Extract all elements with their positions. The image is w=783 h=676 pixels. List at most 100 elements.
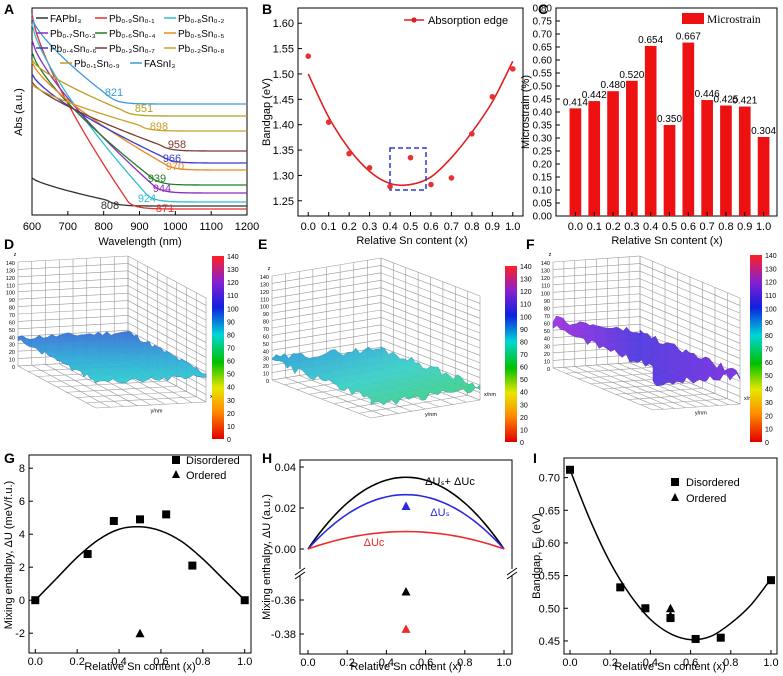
edge-label-a: 898	[150, 121, 168, 133]
x-tick-label-b: 0.0	[301, 221, 316, 233]
y-tick-label-c: 0.40	[533, 108, 553, 119]
edge-label-a: 851	[135, 103, 153, 115]
z-tick-label: 70	[9, 313, 15, 319]
y-tick-label-b: 1.60	[273, 18, 294, 30]
bar-c	[588, 101, 601, 216]
z-tick-label: 30	[263, 357, 269, 363]
edge-label-a: 970	[166, 161, 184, 173]
panel-label-e: E	[258, 236, 267, 252]
y-tick-label-c: 0.65	[533, 43, 553, 54]
panel-a: A FAPbI₃ Pb₀.₉Sn₀.₁ Pb₀.₈Sn₀.₂ Pb₀.₇Sn₀.₃ Pb…	[4, 1, 259, 248]
x-axis-label-c: Relative Sn content (x)	[611, 235, 722, 247]
surface-f	[552, 315, 741, 387]
x-tick-label-b: 0.1	[321, 221, 336, 233]
box-grid-line	[629, 362, 730, 406]
ordered-triangle-h	[401, 587, 411, 596]
bar-c	[720, 105, 732, 216]
z-tick-label: 40	[263, 349, 269, 355]
panel-f: F 0102030405060708090100110120130140zx/n…	[526, 236, 777, 447]
x-tick-label-h: 1.0	[496, 657, 511, 669]
z-tick-label: 50	[544, 329, 550, 335]
curve-h-1	[307, 493, 505, 550]
x-tick-label-h: 0.4	[379, 657, 394, 669]
y-tick-label-c: 0.45	[533, 95, 553, 106]
bar-value-label-c: 0.304	[751, 126, 776, 137]
box-grid-line	[66, 385, 177, 393]
data-point-b	[305, 53, 312, 59]
bar-c	[701, 100, 713, 216]
colorbar-tick-label: 70	[765, 347, 773, 354]
box-grid-line	[56, 380, 168, 388]
colorbar-tick-label: 120	[227, 280, 239, 287]
y-axis-label-a: Abs (a.u.)	[13, 88, 25, 136]
x-tick-label-c: 0.2	[605, 221, 620, 233]
panel-c: C 0.000.050.100.150.200.250.300.350.400.…	[520, 1, 778, 247]
edge-label-a: 871	[156, 203, 174, 215]
panel-label-c: C	[538, 1, 548, 17]
x-tick-label-b: 0.7	[444, 221, 459, 233]
z-tick-label: 90	[544, 299, 550, 305]
z-tick-label: 20	[263, 364, 269, 370]
z-tick-label: 90	[263, 312, 269, 318]
colorbar-tick-label: 110	[520, 302, 531, 309]
colorbar-tick-label: 80	[227, 332, 235, 339]
edge-label-a: 966	[163, 153, 181, 165]
fit-curve-b	[307, 60, 514, 187]
z-tick-label: 130	[260, 282, 269, 288]
x-tick-label-b: 0.3	[362, 221, 377, 233]
y-tick-label-b: 1.45	[273, 94, 294, 106]
y-axis-label-i: Bandgap, E₉ (eV)	[531, 513, 543, 599]
z-tick-label: 110	[260, 297, 269, 303]
y-tick-label-h: -0.36	[271, 595, 296, 607]
panel-h: H 0.00 0.02 0.04 -0.36 -0.38 0.0 0.2 0.4 0.6 0.8…	[261, 450, 518, 673]
axis-break-right	[506, 567, 518, 580]
panel-i: I 0.450.500.550.600.650.70 0.0 0.2 0.4 0.6 0…	[531, 450, 779, 673]
y-tick-label-c: 0.75	[533, 17, 553, 28]
axis-break-gap	[294, 569, 518, 575]
x-tick-label-g: 1.0	[237, 656, 252, 668]
panel-label-f: F	[526, 236, 535, 252]
surface-d	[17, 330, 207, 385]
z-tick-label: 0	[547, 367, 550, 373]
edge-label-a: 808	[101, 200, 119, 212]
colorbar-tick-label: 10	[765, 427, 773, 434]
z-tick-label: 70	[544, 314, 550, 320]
y-tick-label-g: 0	[19, 595, 25, 607]
box-grid-line	[358, 394, 468, 414]
x-tick-label-a: 700	[59, 221, 77, 233]
legend-square-i	[671, 478, 679, 486]
x-tick-label-a: 1000	[163, 221, 187, 233]
z-tick-label: 60	[544, 322, 550, 328]
x-ticks-a: 600 700 800 900 1000 1100 1200	[23, 211, 259, 233]
colorbar-tick-label: 30	[520, 402, 528, 409]
colorbar-tick-label: 100	[765, 306, 777, 313]
abs-curve-2	[31, 23, 247, 203]
edge-label-a: 821	[105, 87, 123, 99]
colorbar-tick-label: 20	[765, 413, 773, 420]
edge-label-a: 939	[148, 173, 166, 185]
disordered-point-g	[240, 596, 249, 605]
disordered-point-i	[641, 604, 650, 613]
ordered-triangle-h	[401, 501, 411, 510]
z-tick-label: 120	[260, 290, 269, 296]
colorbar-tick-label: 50	[520, 377, 528, 384]
colorbar-tick-label: 50	[765, 373, 773, 380]
box-grid-line	[627, 393, 716, 400]
y-tick-label-b: 1.55	[273, 44, 294, 56]
bar-c	[569, 108, 582, 216]
legend-triangle-g	[172, 470, 180, 478]
colorbar-tick-label: 70	[227, 346, 235, 353]
colorbar-tick-label: 110	[765, 293, 776, 300]
colorbar-tick-label: 50	[227, 372, 235, 379]
disordered-point-g	[162, 510, 171, 519]
data-point-b	[469, 131, 475, 137]
x-tick-label-b: 0.8	[464, 221, 479, 233]
abs-curve-9	[31, 59, 247, 117]
abs-curve-8	[31, 83, 247, 132]
y-tick-label-i: 0.70	[539, 473, 560, 485]
legend-entry-a: FASnI₃	[144, 59, 175, 70]
z-tick-label: 110	[541, 284, 550, 290]
y-axis-label-c: Microstrain (%)	[520, 75, 532, 149]
y-tick-label-i: 0.55	[539, 571, 560, 583]
